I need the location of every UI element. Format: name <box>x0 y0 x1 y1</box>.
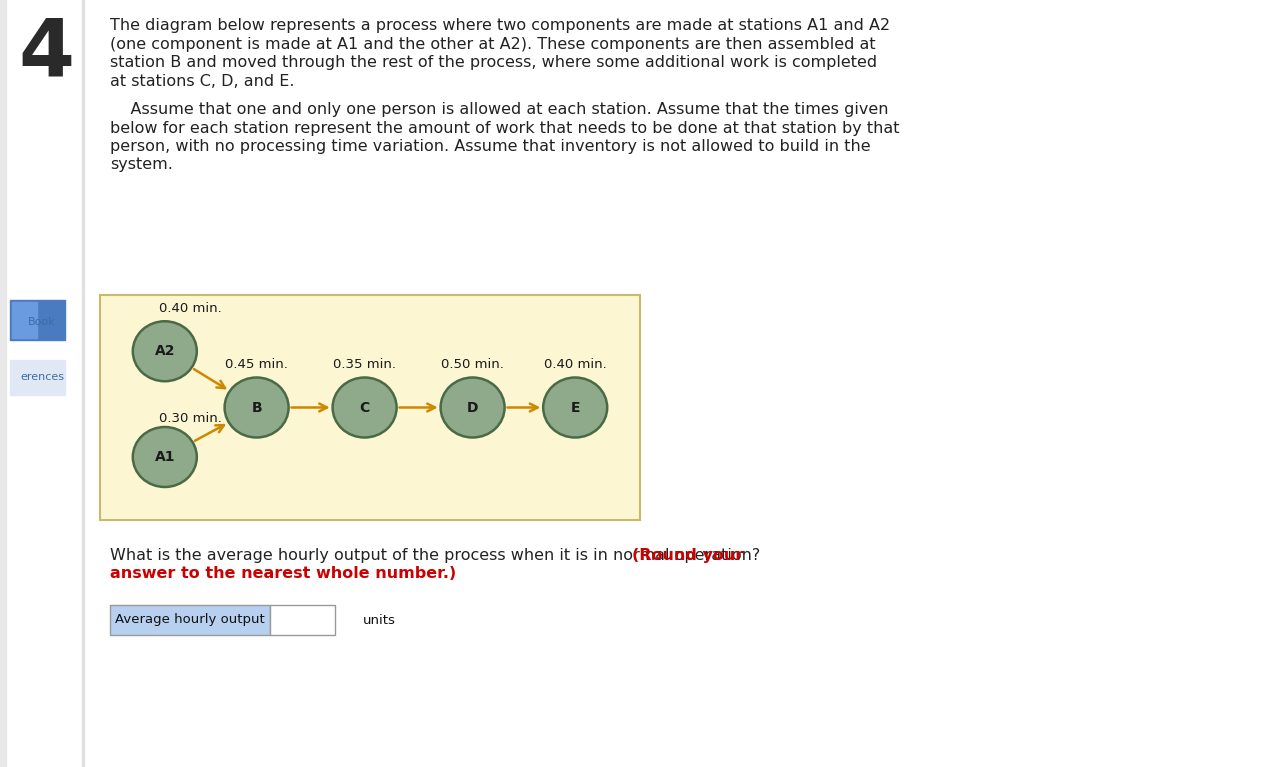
Ellipse shape <box>543 377 607 437</box>
Text: A2: A2 <box>155 344 175 358</box>
Bar <box>110 605 269 635</box>
Text: 0.30 min.: 0.30 min. <box>160 412 222 425</box>
Bar <box>100 295 640 520</box>
Text: Assume that one and only one person is allowed at each station. Assume that the : Assume that one and only one person is a… <box>110 102 889 117</box>
Bar <box>11 302 37 338</box>
Text: units: units <box>363 614 396 627</box>
Text: 0.45 min.: 0.45 min. <box>225 358 289 371</box>
Bar <box>269 605 335 635</box>
Text: 0.35 min.: 0.35 min. <box>333 358 396 371</box>
Text: system.: system. <box>110 157 172 173</box>
Text: station B and moved through the rest of the process, where some additional work : station B and moved through the rest of … <box>110 55 877 70</box>
Ellipse shape <box>332 377 397 437</box>
Text: B: B <box>252 400 262 414</box>
Text: C: C <box>359 400 370 414</box>
Ellipse shape <box>133 427 197 487</box>
Text: Book: Book <box>28 317 56 327</box>
Bar <box>10 300 65 340</box>
Bar <box>0 0 6 767</box>
Text: A1: A1 <box>155 450 175 464</box>
Ellipse shape <box>441 377 504 437</box>
Text: D: D <box>467 400 479 414</box>
Text: at stations C, D, and E.: at stations C, D, and E. <box>110 74 295 88</box>
Text: person, with no processing time variation. Assume that inventory is not allowed : person, with no processing time variatio… <box>110 139 871 154</box>
Text: E: E <box>571 400 580 414</box>
Text: The diagram below represents a process where two components are made at stations: The diagram below represents a process w… <box>110 18 890 33</box>
Text: erences: erences <box>20 372 64 382</box>
Text: answer to the nearest whole number.): answer to the nearest whole number.) <box>110 567 456 581</box>
Ellipse shape <box>225 377 289 437</box>
Text: 4: 4 <box>18 15 74 93</box>
Text: below for each station represent the amount of work that needs to be done at tha: below for each station represent the amo… <box>110 120 899 136</box>
Text: 0.40 min.: 0.40 min. <box>544 358 607 371</box>
Ellipse shape <box>133 321 197 381</box>
Text: (one component is made at A1 and the other at A2). These components are then ass: (one component is made at A1 and the oth… <box>110 37 876 51</box>
Text: 0.50 min.: 0.50 min. <box>441 358 504 371</box>
Text: 0.40 min.: 0.40 min. <box>160 301 222 314</box>
Bar <box>82 0 84 767</box>
Text: (Round your: (Round your <box>632 548 743 563</box>
Text: Average hourly output: Average hourly output <box>115 614 264 627</box>
Text: What is the average hourly output of the process when it is in normal operation?: What is the average hourly output of the… <box>110 548 765 563</box>
Bar <box>10 360 65 395</box>
